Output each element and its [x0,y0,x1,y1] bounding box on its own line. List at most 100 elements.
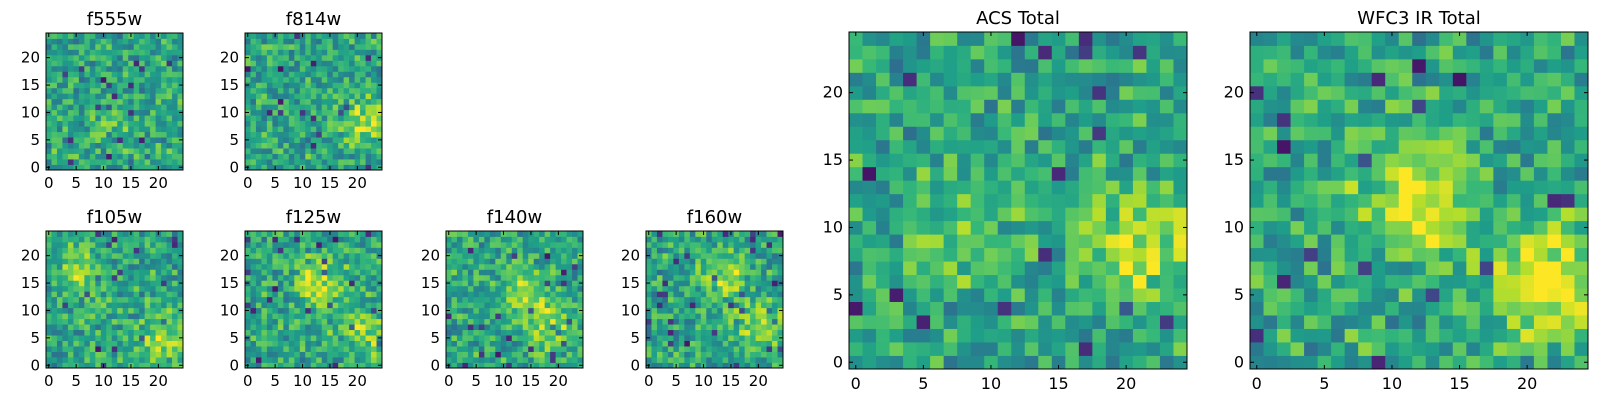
heatmap-cell [100,142,107,149]
heatmap-cell [150,247,156,254]
heatmap-cell [711,263,718,270]
heatmap-cell [706,351,713,358]
heatmap-cell [1119,247,1134,262]
heatmap-cell [95,126,102,133]
heatmap-cell [338,87,345,94]
heatmap-cell [161,76,167,83]
heatmap-cell [62,142,69,149]
heatmap-cell [1425,261,1440,276]
heatmap-cell [889,139,904,154]
heatmap-cell [62,82,69,89]
heatmap-cell [338,60,345,67]
heatmap-cell [321,87,328,94]
heatmap-cell [299,65,306,72]
heatmap-cell [365,346,372,352]
heatmap-cell [561,269,567,276]
heatmap-cell [128,252,135,259]
heatmap-cell [1506,234,1521,249]
heatmap-cell [495,231,502,237]
heatmap-cell [122,87,129,94]
heatmap-cell [100,357,107,363]
panel-title: f105w [87,207,142,228]
heatmap-cell [277,274,284,281]
heatmap-cell [266,98,273,105]
heatmap-cell [1092,99,1107,114]
heatmap-cell [1452,247,1467,262]
heatmap-cell [261,109,268,116]
heatmap-cell [1146,355,1161,370]
heatmap-cell [294,153,301,160]
heatmap-cell [750,258,756,265]
heatmap-cell [1132,342,1147,356]
heatmap-cell [144,236,151,243]
heatmap-cell [310,71,317,78]
heatmap-cell [67,131,74,138]
heatmap-cell [310,258,317,265]
heatmap-cell [451,258,458,265]
heatmap-cell [451,274,458,281]
heatmap-cell [360,82,366,89]
heatmap-cell [1371,288,1386,302]
heatmap-cell [1051,207,1066,222]
heatmap-cell [916,85,931,100]
heatmap-cell [371,280,377,287]
heatmap-cell [772,247,778,254]
heatmap-cell [478,247,485,254]
heatmap-cell [467,269,474,276]
heatmap-cell [360,329,366,336]
heatmap-cell [245,120,251,127]
heatmap-cell [305,153,312,160]
heatmap-cell [750,236,756,243]
heatmap-cell [294,43,301,50]
heatmap-cell [365,54,372,61]
heatmap-cell [327,98,334,105]
heatmap-cell [1452,220,1467,235]
heatmap-cell [316,82,323,89]
heatmap-cell [338,269,345,276]
heatmap-cell [695,362,702,369]
heatmap-cell [245,329,251,336]
heatmap-cell [95,302,102,309]
heatmap-cell [446,357,452,363]
heatmap-cell [283,247,290,254]
heatmap-cell [100,82,107,89]
heatmap-cell [511,241,518,248]
heatmap-cell [539,285,546,292]
heatmap-cell [255,153,262,160]
heatmap-cell [739,269,746,276]
heatmap-cell [1092,72,1107,87]
heatmap-cell [100,291,107,298]
heatmap-cell [684,285,691,292]
heatmap-cell [266,340,273,347]
heatmap-cell [294,236,301,243]
heatmap-cell [277,137,284,143]
heatmap-cell [1038,315,1053,329]
heatmap-cell [662,247,669,254]
heatmap-cell [1506,315,1521,329]
heatmap-cell [539,280,546,287]
heatmap-cell [161,258,167,265]
heatmap-cell [678,247,685,254]
heatmap-cell [371,38,377,45]
heatmap-cell [997,45,1012,60]
heatmap-cell [876,220,890,235]
heatmap-cell [294,109,301,116]
heatmap-cell [111,280,118,287]
heatmap-cell [462,241,469,248]
heatmap-cell [667,302,674,309]
heatmap-cell [371,54,377,61]
heatmap-cell [106,269,113,276]
heatmap-cell [667,252,674,259]
heatmap-cell [1263,288,1278,302]
heatmap-cell [360,258,366,265]
heatmap-cell [522,357,529,363]
heatmap-cell [1132,32,1147,46]
heatmap-cell [1024,288,1039,302]
heatmap-cell [288,324,295,331]
heatmap-cell [561,302,567,309]
heatmap-cell [245,351,251,358]
heatmap-cell [1304,247,1318,262]
heatmap-cell [689,340,696,347]
x-tick-label: 0 [243,372,253,390]
heatmap-cell [1051,247,1066,262]
